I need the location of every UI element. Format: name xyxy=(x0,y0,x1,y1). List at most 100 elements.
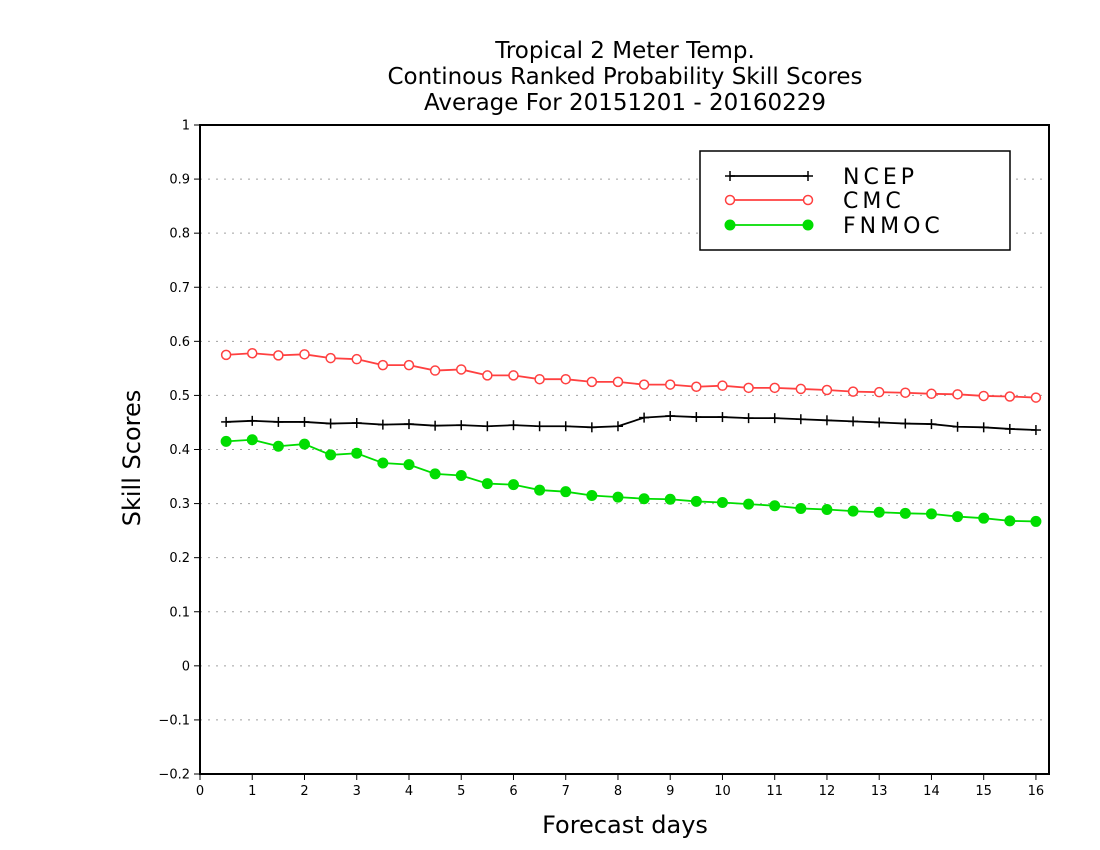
title-line-2: Continous Ranked Probability Skill Score… xyxy=(387,64,862,90)
series-fnmoc-point xyxy=(638,493,650,505)
x-tick-label: 14 xyxy=(923,784,940,799)
x-axis-label: Forecast days xyxy=(542,811,708,839)
x-tick-label: 11 xyxy=(766,784,783,799)
series-cmc-point xyxy=(873,386,885,398)
gridlines xyxy=(200,178,1049,721)
series-cmc-point xyxy=(586,376,598,388)
series-fnmoc-point xyxy=(925,508,937,520)
series-cmc-point xyxy=(926,388,937,400)
y-tick-label: 0.1 xyxy=(169,605,190,620)
y-tick-label: 0.9 xyxy=(169,173,190,188)
series-ncep-point xyxy=(560,421,571,432)
series-cmc-point xyxy=(299,349,310,360)
series-ncep xyxy=(221,410,1041,436)
series-fnmoc-point xyxy=(298,438,310,450)
series-ncep-point xyxy=(508,420,519,431)
x-tick-label: 16 xyxy=(1028,784,1045,799)
series-cmc-point xyxy=(429,365,441,376)
series-ncep-point xyxy=(926,419,937,430)
x-tick-label: 12 xyxy=(819,784,836,799)
title-line-3: Average For 20151201 - 20160229 xyxy=(424,90,826,116)
series-ncep-point xyxy=(299,416,310,427)
series-ncep-point xyxy=(874,417,885,428)
y-tick-label: 0.7 xyxy=(169,281,190,296)
series-ncep-point xyxy=(586,422,597,433)
x-tick-label: 6 xyxy=(509,784,517,799)
series-fnmoc-point xyxy=(716,497,728,509)
x-tick-label: 5 xyxy=(457,784,465,799)
series-ncep-point xyxy=(717,412,728,423)
series-cmc-point xyxy=(978,390,989,402)
y-axis-label: Skill Scores xyxy=(118,390,146,527)
series-fnmoc-point xyxy=(586,489,598,501)
series-ncep-point xyxy=(456,420,467,431)
series-fnmoc-point xyxy=(847,505,859,517)
series-fnmoc-point xyxy=(795,502,807,514)
series-fnmoc-point xyxy=(377,457,389,469)
series-cmc-point xyxy=(482,370,493,381)
series-cmc-line xyxy=(226,352,1036,399)
x-tick-label: 8 xyxy=(614,784,622,799)
series-ncep-point xyxy=(612,421,623,432)
series-ncep-point xyxy=(247,415,258,426)
x-tick-label: 3 xyxy=(353,784,361,799)
x-tick-label: 4 xyxy=(405,784,413,799)
series-fnmoc-point xyxy=(534,484,546,496)
legend-cmc-marker-end xyxy=(802,194,814,206)
legend-ncep-label: NCEP xyxy=(843,165,918,190)
axes: −0.2−0.100.10.20.30.40.50.60.70.80.910 1 2… xyxy=(118,119,1050,839)
legend-fnmoc-marker-start xyxy=(724,219,736,231)
series-ncep-point xyxy=(691,412,702,423)
series-ncep-line xyxy=(226,415,1036,431)
series-ncep-point xyxy=(821,415,832,426)
series-ncep-point xyxy=(403,419,414,430)
series-ncep-point xyxy=(482,421,493,432)
x-tick-label: 2 xyxy=(300,784,308,799)
y-tick-label: 0.8 xyxy=(169,227,190,242)
series-fnmoc-point xyxy=(560,486,572,498)
series-ncep-point xyxy=(377,419,388,430)
y-tick-label: 0.6 xyxy=(169,335,190,350)
series-cmc-point xyxy=(273,350,284,361)
chart-title: Tropical 2 Meter Temp.Continous Ranked P… xyxy=(387,38,862,116)
series-fnmoc-point xyxy=(246,434,258,446)
legend-cmc-marker-start xyxy=(724,194,736,206)
y-tick-label: 0.3 xyxy=(169,497,190,512)
series-ncep-point xyxy=(795,414,806,425)
x-tick-label: 15 xyxy=(975,784,992,799)
series-cmc-point xyxy=(743,382,754,394)
series-cmc-point xyxy=(325,352,336,364)
y-tick-label: −0.2 xyxy=(158,768,190,783)
series-fnmoc-point xyxy=(690,495,702,507)
series-fnmoc-point xyxy=(978,512,990,524)
y-tick-label: 1 xyxy=(182,119,190,134)
y-tick-label: 0.2 xyxy=(169,551,190,566)
series-fnmoc-point xyxy=(507,479,519,491)
series-fnmoc-point xyxy=(821,504,833,516)
series-cmc-point xyxy=(769,382,780,394)
series-cmc-point xyxy=(534,373,545,385)
series-ncep-point xyxy=(848,416,859,427)
series-ncep-point xyxy=(325,418,336,429)
series-ncep-point xyxy=(534,421,545,432)
series-cmc-point xyxy=(638,379,650,390)
series-ncep-point xyxy=(665,410,676,421)
series-cmc-point xyxy=(1004,391,1016,402)
series-fnmoc-point xyxy=(481,478,493,490)
series-fnmoc-point xyxy=(1004,515,1016,527)
series-fnmoc-point xyxy=(403,459,415,471)
series-ncep-point xyxy=(978,422,989,433)
legend-fnmoc-marker-end xyxy=(802,219,814,231)
series-ncep-point xyxy=(952,421,963,432)
x-tick-label: 10 xyxy=(714,784,731,799)
y-tick-label: 0 xyxy=(182,659,190,674)
y-tick-label: −0.1 xyxy=(158,713,190,728)
series-fnmoc-point xyxy=(899,507,911,519)
series-fnmoc-point xyxy=(612,491,624,503)
legend-ncep-marker-start xyxy=(725,171,735,181)
y-tick-label: 0.5 xyxy=(169,389,190,404)
legend-cmc-label: CMC xyxy=(843,189,905,214)
title-line-1: Tropical 2 Meter Temp. xyxy=(494,38,755,64)
series-cmc-point xyxy=(821,384,833,396)
